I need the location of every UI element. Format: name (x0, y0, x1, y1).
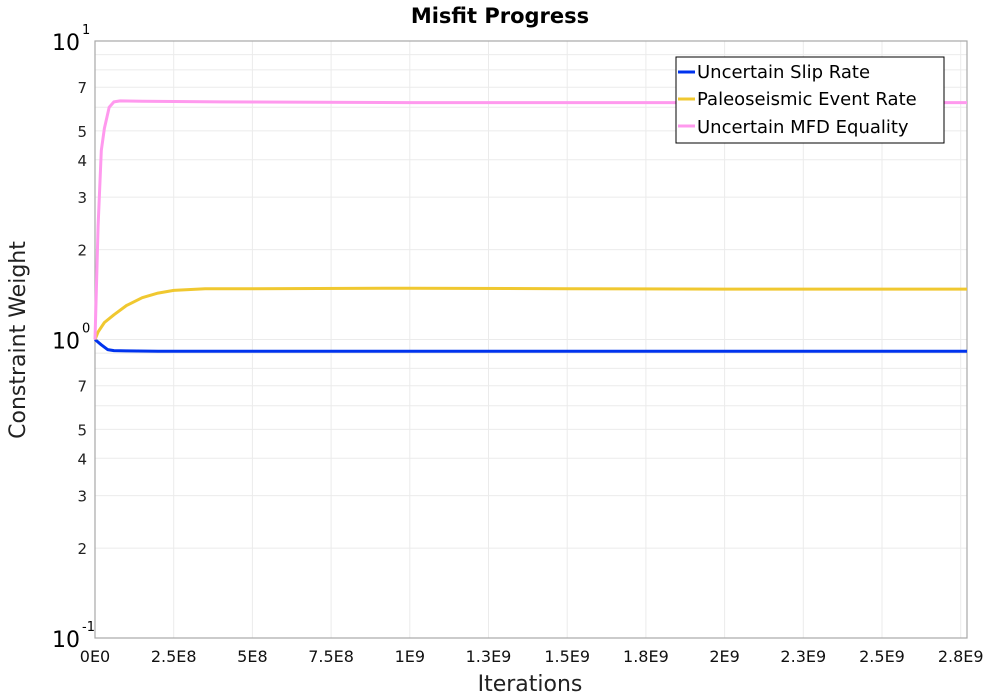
legend-box (675, 56, 945, 144)
x-tick-label: 1E9 (395, 647, 425, 666)
y-tick-label: 4 (77, 450, 87, 468)
y-tick-label: 5 (77, 421, 87, 439)
y-tick-label: 7 (77, 79, 87, 97)
x-tick-label: 5E8 (237, 647, 267, 666)
x-axis-ticks: 0E0 2.5E8 5E8 7.5E8 1E9 1.3E9 1.5E9 1.8E9 2E9 2.3… (80, 647, 984, 666)
y-major-tick-label: 10 (52, 31, 80, 56)
series-layer (93, 99, 967, 353)
y-tick-label: 2 (77, 242, 87, 260)
x-tick-label: 2.8E9 (938, 647, 984, 666)
y-major-tick-exponent: 0 (82, 322, 90, 337)
x-tick-label: 0E0 (80, 647, 110, 666)
y-major-tick-exponent: 1 (82, 23, 90, 38)
x-tick-label: 1.3E9 (466, 647, 512, 666)
y-major-tick-label: 10 (52, 628, 80, 653)
x-tick-label: 2E9 (709, 647, 739, 666)
y-tick-label: 3 (77, 189, 87, 207)
legend-label: Uncertain MFD Equality (697, 117, 909, 138)
x-tick-label: 7.5E8 (308, 647, 354, 666)
series-line-uncertain-mfd-equality (93, 99, 967, 340)
series-line-uncertain-slip-rate (94, 338, 967, 353)
legend-item-paleoseismic-event-rate: Paleoseismic Event Rate (678, 89, 917, 110)
chart-title: Misfit Progress (411, 4, 589, 28)
y-tick-label: 3 (77, 488, 87, 506)
y-axis-label: Constraint Weight (6, 241, 31, 439)
y-major-tick-exponent: -1 (82, 620, 95, 635)
y-tick-label: 5 (77, 123, 87, 141)
y-tick-label: 4 (77, 152, 87, 170)
grid-lines (94, 41, 967, 638)
legend: Uncertain Slip Rate Paleoseismic Event R… (675, 56, 945, 144)
x-tick-label: 2.3E9 (780, 647, 826, 666)
legend-item-uncertain-mfd-equality: Uncertain MFD Equality (678, 117, 909, 138)
legend-label: Paleoseismic Event Rate (697, 89, 917, 110)
x-tick-label: 1.8E9 (623, 647, 669, 666)
x-tick-label: 2.5E9 (859, 647, 905, 666)
series-line-paleoseismic-event-rate (93, 286, 967, 341)
y-tick-label: 2 (77, 540, 87, 558)
y-major-tick-label: 10 (52, 330, 80, 355)
x-axis-label: Iterations (478, 672, 583, 697)
x-tick-label: 2.5E8 (151, 647, 197, 666)
legend-item-uncertain-slip-rate: Uncertain Slip Rate (678, 62, 870, 83)
legend-label: Uncertain Slip Rate (697, 62, 870, 83)
y-tick-label: 7 (77, 378, 87, 396)
x-tick-label: 1.5E9 (544, 647, 590, 666)
